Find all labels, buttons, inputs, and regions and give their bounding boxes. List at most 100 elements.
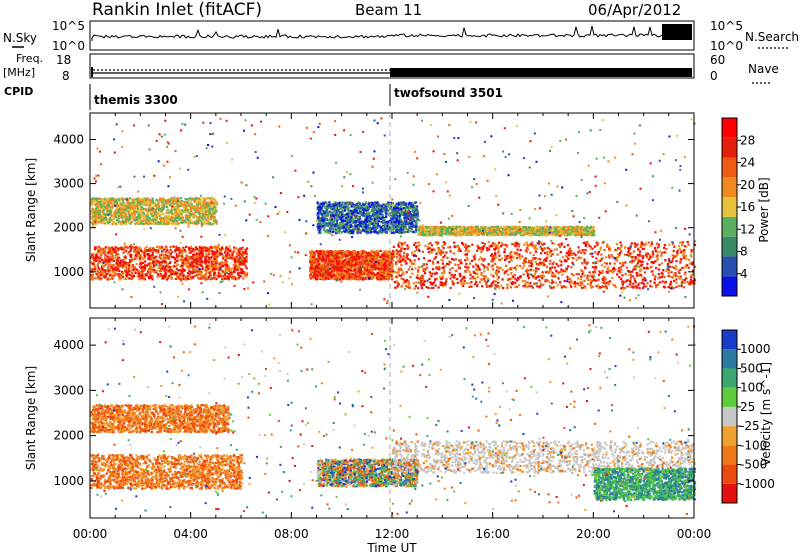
power-data-cell (523, 257, 526, 260)
power-data-cell (448, 246, 452, 249)
power-data-cell (132, 268, 135, 271)
power-data-cell (640, 244, 643, 247)
power-data-cell (114, 266, 117, 269)
power-data-cell (347, 276, 351, 279)
power-data-cell (689, 278, 692, 282)
power-data-cell (206, 210, 209, 213)
power-data-cell (190, 198, 193, 201)
power-data-cell (525, 269, 528, 272)
power-data-cell (687, 266, 690, 269)
power-data-cell (90, 201, 93, 204)
power-data-cell (141, 214, 144, 217)
power-data-cell (173, 205, 176, 208)
power-data-cell (127, 202, 131, 205)
power-data-cell (139, 263, 142, 266)
cpid-panel: CPID themis 3300 twofsound 3501 (4, 84, 503, 110)
power-data-cell (165, 215, 168, 218)
power-data-cell (123, 261, 126, 264)
power-data-cell (156, 199, 159, 202)
power-data-cell (344, 266, 347, 269)
power-data-cell (131, 203, 134, 206)
power-data-cell (99, 251, 102, 254)
power-data-cell (595, 285, 598, 288)
power-data-cell (196, 266, 199, 269)
power-data-cell (443, 254, 447, 257)
power-data-cell (102, 198, 105, 201)
power-data-cell (120, 264, 123, 267)
power-data-cell (226, 257, 230, 260)
power-data-cell (105, 211, 109, 214)
power-data-cell (614, 248, 617, 251)
power-data-cell (141, 269, 144, 272)
power-data-cell (359, 271, 363, 274)
power-data-cell (509, 286, 513, 289)
power-data-cell (541, 249, 544, 252)
power-data-cell (439, 281, 442, 284)
power-data-cell (135, 204, 138, 208)
power-data-cell (205, 218, 208, 222)
power-data-cell (526, 286, 529, 289)
power-data-cell (195, 274, 198, 277)
power-data-cell (309, 251, 313, 255)
power-data-cell (167, 221, 170, 224)
power-data-cell (149, 222, 152, 225)
power-data-cell (217, 247, 221, 250)
power-data-cell (131, 198, 134, 201)
power-data-cell (135, 216, 138, 219)
power-data-cell (172, 256, 175, 259)
power-data-cell (151, 257, 154, 260)
power-data-cell (390, 256, 394, 260)
power-data-cell (97, 220, 100, 224)
power-data-cell (649, 280, 652, 283)
power-data-cell (381, 254, 384, 257)
power-data-cell (196, 206, 199, 209)
power-data-cell (336, 250, 339, 253)
power-data-cell (322, 250, 325, 253)
power-data-cell (149, 249, 152, 252)
power-data-cell (183, 219, 186, 222)
power-data-cell (409, 265, 412, 268)
power-data-cell (170, 202, 174, 205)
power-data-cell (156, 260, 160, 264)
power-data-cell (633, 279, 637, 282)
power-data-cell (216, 247, 219, 250)
power-data-cell (512, 267, 515, 270)
power-data-cell (223, 277, 226, 280)
power-data-cell (315, 257, 318, 260)
power-data-cell (245, 255, 248, 259)
power-data-cell (402, 252, 406, 255)
power-data-cell (149, 246, 152, 250)
power-data-cell (114, 214, 117, 218)
power-data-cell (211, 215, 214, 218)
power-data-cell (159, 216, 163, 220)
power-data-cell (214, 262, 217, 265)
power-data-cell (208, 266, 211, 269)
power-data-cell (174, 258, 177, 261)
power-data-cell (310, 249, 314, 253)
power-data-cell (90, 261, 93, 264)
power-data-cell (374, 251, 378, 254)
power-data-cell (128, 260, 132, 263)
power-data-cell (173, 218, 176, 221)
power-data-cell (96, 277, 99, 280)
power-data-cell (212, 266, 215, 269)
power-data-cell (160, 261, 164, 264)
power-data-cell (611, 256, 615, 259)
power-data-cell (591, 274, 594, 277)
power-data-cell (362, 253, 365, 256)
power-data-cell (196, 259, 199, 263)
power-data-cell (201, 267, 204, 271)
power-data-cell (183, 209, 186, 212)
power-data-cell (182, 205, 185, 208)
power-data-cell (119, 276, 122, 279)
power-data-cell (229, 269, 233, 272)
power-data-cell (241, 250, 244, 254)
power-data-cell (183, 268, 186, 272)
power-data-cell (234, 278, 237, 281)
power-data-cell (184, 216, 187, 219)
power-data-cell (101, 221, 105, 225)
power-data-cell (161, 274, 164, 277)
power-data-cell (318, 271, 321, 274)
power-data-cell (173, 202, 176, 205)
power-data-cell (130, 246, 133, 249)
